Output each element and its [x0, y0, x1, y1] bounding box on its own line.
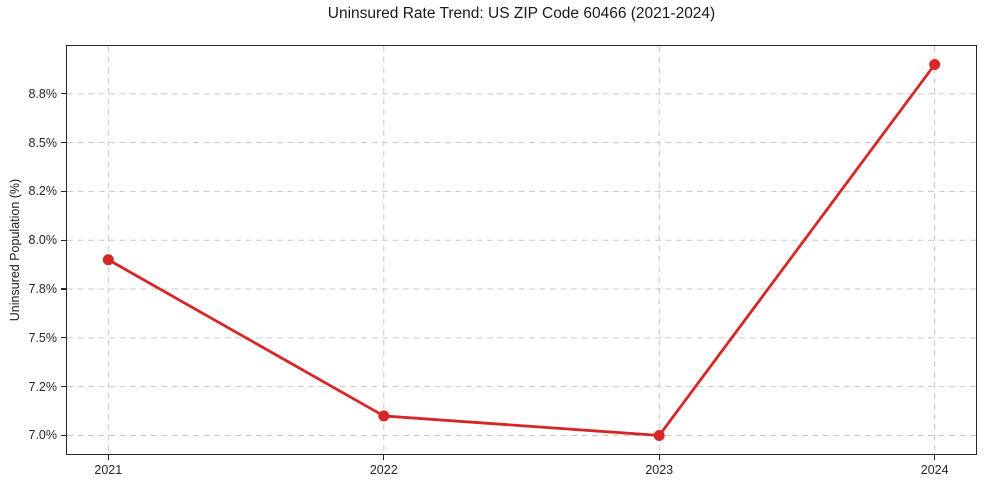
y-tick-label: 7.0% [28, 428, 58, 443]
x-tick-label: 2024 [920, 463, 949, 477]
data-point-2024 [929, 59, 941, 71]
y-tick-label: 7.5% [28, 330, 58, 345]
data-point-2022 [378, 410, 390, 422]
x-tick-label: 2022 [369, 463, 398, 477]
x-tick-label: 2021 [94, 463, 123, 477]
data-point-2023 [653, 429, 665, 441]
x-tick-label: 2023 [645, 463, 674, 477]
x-tick-mark [658, 455, 660, 460]
y-tick-label: 8.5% [28, 135, 58, 150]
y-axis-label: Uninsured Population (%) [8, 178, 22, 322]
y-tick-label: 8.8% [28, 86, 58, 101]
x-tick-mark [107, 455, 109, 460]
x-tick-mark [383, 455, 385, 460]
trend-line [106, 63, 937, 437]
plot-area [66, 45, 977, 455]
x-tick-mark [934, 455, 936, 460]
chart-title: Uninsured Rate Trend: US ZIP Code 60466 … [327, 5, 716, 22]
y-tick-label: 7.2% [28, 379, 58, 394]
plot-canvas [67, 46, 976, 454]
data-point-2021 [102, 254, 114, 266]
